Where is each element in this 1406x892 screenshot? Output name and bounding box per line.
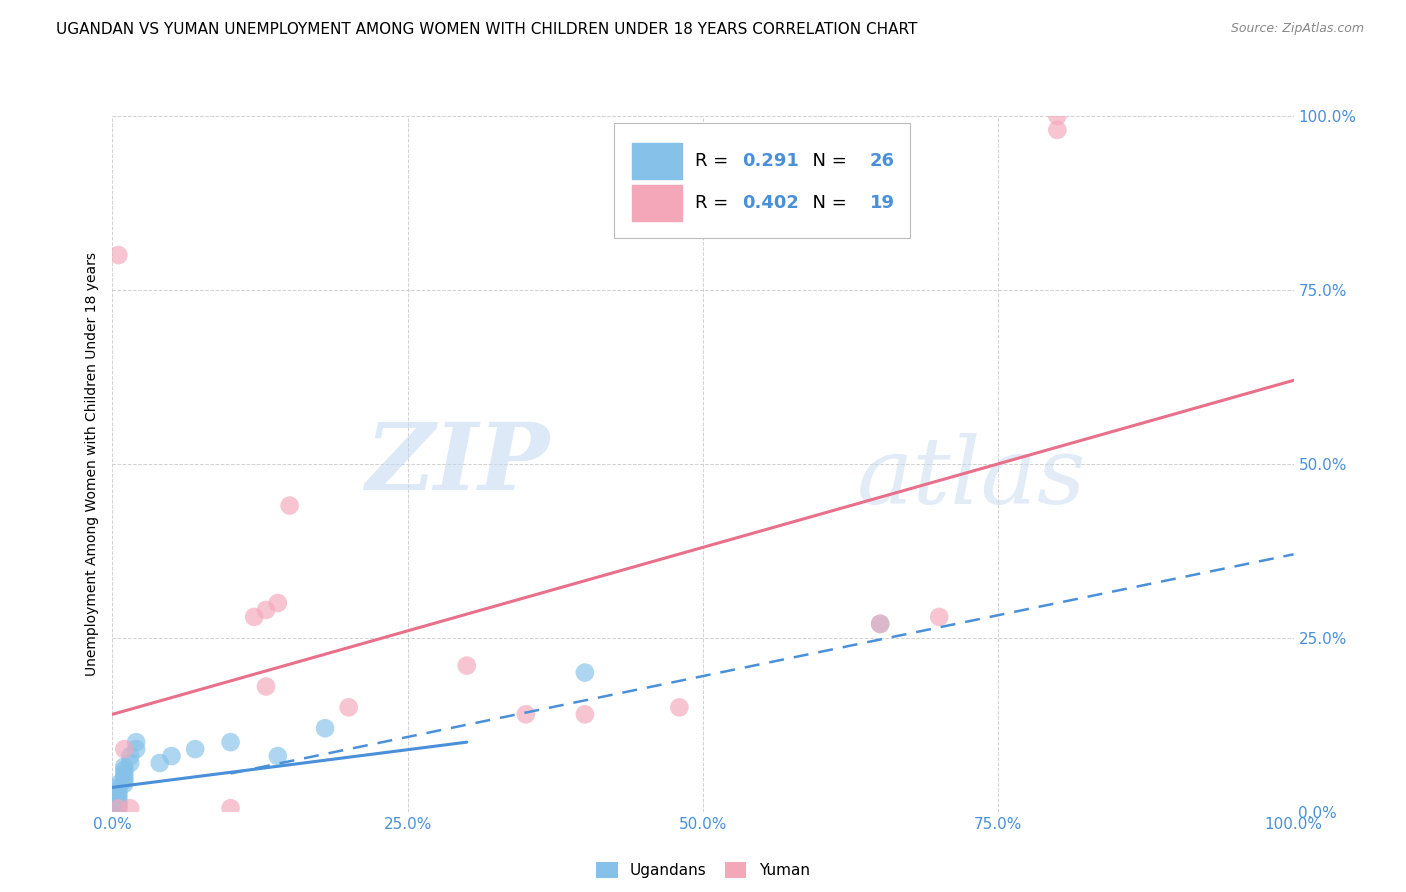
Point (112, 773, 135, 788)
Point (125, 742, 148, 756)
Point (120, 756, 142, 770)
Point (869, 616, 891, 631)
Point (1046, 109, 1069, 123)
Point (869, 616, 891, 631)
Text: R =: R = (695, 153, 734, 170)
Bar (633, 185, 682, 221)
Point (267, 596, 290, 610)
Text: 19: 19 (869, 194, 894, 212)
Point (254, 603, 277, 617)
Point (267, 749, 290, 764)
Point (574, 707, 596, 722)
Point (1046, 123, 1069, 137)
Point (219, 801, 242, 815)
Point (243, 610, 266, 624)
Text: N =: N = (801, 153, 852, 170)
Text: UGANDAN VS YUMAN UNEMPLOYMENT AMONG WOMEN WITH CHILDREN UNDER 18 YEARS CORRELATI: UGANDAN VS YUMAN UNEMPLOYMENT AMONG WOME… (56, 22, 918, 37)
Y-axis label: Unemployment Among Women with Children Under 18 years: Unemployment Among Women with Children U… (86, 252, 100, 676)
Point (219, 735, 242, 749)
Point (112, 759, 135, 773)
Text: 0.291: 0.291 (742, 153, 799, 170)
Point (107, 797, 129, 812)
Point (668, 700, 690, 714)
Bar (633, 143, 682, 179)
Text: atlas: atlas (856, 433, 1085, 523)
Point (125, 735, 148, 749)
Point (107, 794, 129, 808)
Point (107, 788, 129, 801)
Point (314, 721, 336, 735)
Point (515, 707, 537, 722)
Point (112, 763, 135, 777)
Point (107, 801, 129, 815)
Point (184, 742, 207, 756)
Point (107, 790, 129, 805)
Text: ZIP: ZIP (366, 419, 550, 508)
Point (112, 777, 135, 791)
Point (120, 801, 142, 815)
Legend: Ugandans, Yuman: Ugandans, Yuman (591, 856, 815, 884)
Point (149, 756, 172, 770)
Point (112, 766, 135, 780)
FancyBboxPatch shape (614, 123, 910, 238)
Point (337, 700, 360, 714)
Point (107, 780, 129, 795)
Point (160, 749, 183, 764)
Point (928, 610, 950, 624)
Text: R =: R = (695, 194, 734, 212)
Point (107, 777, 129, 791)
Point (107, 784, 129, 798)
Point (278, 499, 301, 513)
Point (456, 658, 478, 673)
Point (107, 801, 129, 815)
Point (112, 770, 135, 784)
Point (107, 248, 129, 262)
Text: Source: ZipAtlas.com: Source: ZipAtlas.com (1230, 22, 1364, 36)
Text: N =: N = (801, 194, 852, 212)
Point (120, 749, 142, 764)
Text: 26: 26 (869, 153, 894, 170)
Point (112, 742, 135, 756)
Point (254, 680, 277, 694)
Point (574, 665, 596, 680)
Text: 0.402: 0.402 (742, 194, 799, 212)
